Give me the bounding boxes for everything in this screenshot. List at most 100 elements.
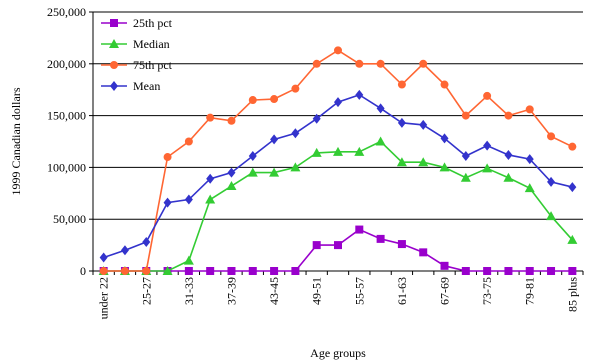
data-point	[419, 248, 428, 257]
x-tick-label: 25-27	[139, 277, 153, 305]
y-tick-label: 0	[80, 264, 86, 278]
data-point	[248, 151, 257, 162]
data-point	[184, 194, 193, 205]
data-point	[291, 84, 300, 93]
data-point	[142, 236, 151, 247]
data-point	[440, 261, 449, 270]
data-point	[291, 267, 300, 275]
x-tick-label: under 22	[97, 277, 111, 319]
data-point	[460, 172, 471, 182]
data-point	[206, 267, 215, 275]
legend-label: Median	[133, 37, 170, 51]
data-point	[184, 267, 193, 275]
series	[98, 46, 578, 275]
y-tick-label: 200,000	[47, 57, 86, 71]
data-point	[546, 211, 557, 221]
x-tick-label: 79-81	[523, 277, 537, 305]
data-point	[568, 267, 577, 275]
series-75th-pct	[99, 46, 577, 275]
data-point	[525, 105, 534, 114]
data-point	[99, 252, 108, 263]
x-axis-title: Age groups	[310, 346, 366, 360]
data-point	[183, 255, 194, 265]
data-point	[248, 267, 257, 275]
data-point	[163, 197, 172, 208]
data-point	[291, 128, 300, 139]
data-point	[227, 116, 236, 125]
data-point	[247, 167, 258, 177]
y-tick-labels: 0 50,000 100,000 150,000 200,000 250,000	[47, 5, 93, 278]
data-point	[376, 59, 385, 68]
data-point	[483, 91, 492, 100]
data-point	[483, 140, 492, 151]
data-point	[290, 162, 301, 172]
data-point	[547, 132, 556, 141]
data-point	[270, 267, 279, 275]
legend-label: Mean	[133, 79, 160, 93]
grid	[93, 11, 583, 220]
data-point	[504, 111, 513, 120]
data-point	[226, 181, 237, 191]
data-point	[568, 142, 577, 151]
data-point	[120, 267, 129, 275]
legend-label: 75th pct	[133, 58, 173, 72]
data-point	[547, 267, 556, 275]
x-tick-label: 61-63	[395, 277, 409, 305]
data-point	[439, 162, 450, 172]
x-tick-labels: under 22 25-27 31-33 37-39 43-45 49-51 55-57 61…	[92, 271, 584, 319]
legend-marker	[110, 61, 118, 69]
data-point	[503, 172, 514, 182]
data-point	[482, 163, 493, 173]
data-point	[270, 95, 279, 104]
data-point	[418, 157, 429, 167]
y-tick-label: 50,000	[53, 212, 86, 226]
data-point	[142, 267, 151, 275]
data-point	[227, 267, 236, 275]
data-point	[312, 241, 321, 250]
data-point	[312, 113, 321, 124]
data-point	[120, 245, 129, 256]
x-tick-label: 67-69	[438, 277, 452, 305]
data-point	[483, 267, 492, 275]
legend-marker	[109, 39, 119, 48]
data-point	[504, 149, 513, 160]
data-point	[227, 167, 236, 178]
data-point	[334, 97, 342, 108]
data-point	[206, 113, 215, 122]
data-point	[334, 46, 342, 55]
data-point	[547, 176, 556, 187]
data-point	[376, 103, 385, 114]
data-point	[162, 266, 173, 275]
x-tick-label: 85 plus	[565, 277, 579, 312]
data-point	[99, 267, 108, 275]
series-mean	[99, 89, 577, 263]
data-point	[461, 267, 470, 275]
x-tick-label: 43-45	[267, 277, 281, 305]
x-tick-label: 73-75	[480, 277, 494, 305]
data-point	[461, 111, 470, 120]
y-tick-label: 250,000	[47, 5, 86, 19]
y-tick-label: 100,000	[47, 160, 86, 174]
data-point	[206, 173, 215, 184]
data-point	[163, 153, 172, 162]
y-axis-title: 1999 Canadian dollars	[9, 87, 23, 195]
data-point	[397, 240, 406, 249]
series-line	[103, 49, 573, 272]
data-point	[419, 119, 428, 130]
legend-marker	[110, 19, 118, 27]
data-point	[376, 234, 385, 243]
data-point	[354, 146, 365, 156]
series-line	[103, 140, 573, 272]
data-point	[355, 89, 364, 100]
data-point	[312, 59, 321, 68]
x-tick-label: 37-39	[224, 277, 238, 305]
x-tick-label: 55-57	[352, 277, 366, 305]
legend-item: Median	[101, 37, 170, 51]
data-point	[504, 267, 513, 275]
legend: 25th pct Median 75th pct Mean	[101, 16, 173, 93]
data-point	[440, 133, 449, 144]
legend-item: 25th pct	[101, 16, 173, 30]
legend-label: 25th pct	[133, 16, 173, 30]
data-point	[333, 146, 343, 156]
